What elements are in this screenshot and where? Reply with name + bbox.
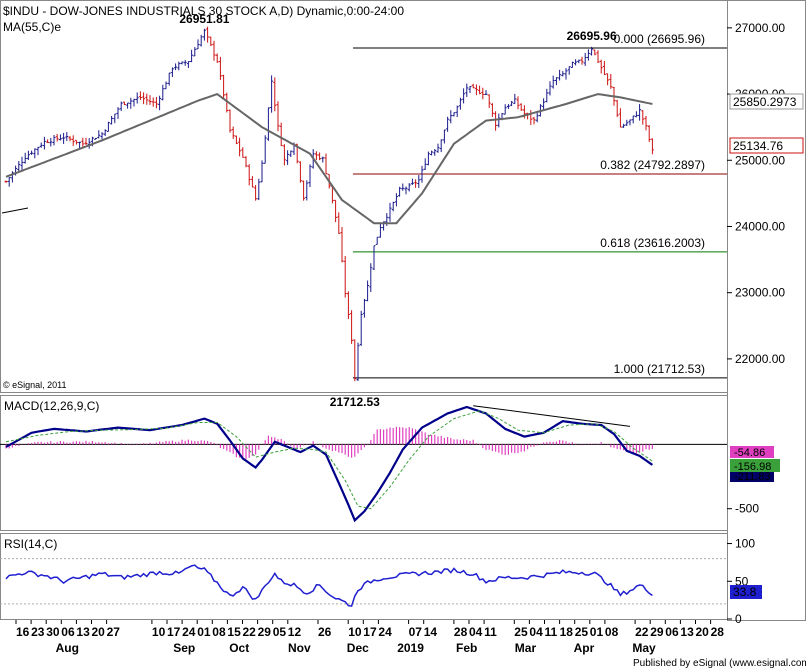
rsi-plot: 100 50 0 [0,537,755,626]
rsi-last-badge: 33.8 [730,585,762,599]
x-day-label: 04 [469,625,483,639]
x-day-label: 17 [363,625,377,639]
price-annotations: 26951.81 21712.53 26695.96 [179,12,617,409]
x-day-label: 25 [514,625,528,639]
price-tick-label: 25000.00 [735,153,785,167]
ma-last-value: 25850.2973 [733,95,797,109]
close-last-value: 25134.76 [733,139,783,153]
price-tick-label: 23000.00 [735,286,785,300]
macd-tick-label: -500 [735,502,759,516]
fib-label: 0.618 (23616.2003) [600,236,705,250]
x-month-label: Nov [288,641,311,655]
x-month-label: Feb [456,641,477,655]
x-month-label: Apr [574,641,595,655]
x-day-label: 29 [258,625,272,639]
x-day-label: 06 [61,625,75,639]
x-day-label: 18 [560,625,574,639]
fib-label: 1.000 (21712.53) [614,362,705,376]
x-day-label: 08 [212,625,226,639]
trendline-stub [1,207,29,214]
price-tick-label: 27000.00 [735,21,785,35]
price-annotation: 26951.81 [179,12,229,26]
chart-title: $INDU - DOW-JONES INDUSTRIALS 30 STOCK A… [3,4,404,18]
macd-series-signal [5,410,653,510]
x-day-label: 20 [92,625,106,639]
rsi-tick-label: 100 [735,537,755,551]
x-day-label: 13 [680,625,694,639]
x-day-label: 13 [76,625,90,639]
price-candles [4,26,654,382]
x-day-label: 22 [243,625,257,639]
rsi-tick-label: 50 [735,574,749,588]
macd-last-badges: -54.86 -211.83 -156.98 [730,446,780,483]
x-day-label: 04 [529,625,543,639]
macd-plot: -500 [0,405,759,523]
rsi-tick-label: 0 [735,612,742,626]
rsi-title: RSI(14,C) [4,537,57,551]
x-day-label: 24 [182,625,196,639]
ma-last-badge: 25850.2973 [729,93,804,110]
x-axis: 16 23 30 06 13 20 27 10 17 24 01 08 15 22 29 05 12 26 10 17… [15,620,725,655]
x-day-label: 22 [635,625,649,639]
x-month-label: 2019 [397,641,424,655]
fibonacci-retracement: 0.000 (26695.96) 0.382 (24792.2897) 0.618 … [353,32,727,379]
fib-label: 0.382 (24792.2897) [600,158,705,172]
x-day-label: 25 [575,625,589,639]
x-day-label: 06 [665,625,679,639]
x-day-label: 15 [227,625,241,639]
fib-label: 0.000 (26695.96) [614,32,705,46]
x-day-label: 27 [107,625,121,639]
close-last-badge: 25134.76 [729,137,804,154]
ma-label: MA(55,C)e [3,20,61,34]
price-annotation: 26695.96 [567,29,617,43]
x-day-label: 28 [711,625,725,639]
macd-title: MACD(12,26,9,C) [4,399,99,413]
macd-divergence-line [473,405,631,427]
x-day-label: 23 [31,625,45,639]
x-day-label: 17 [167,625,181,639]
x-day-label: 16 [16,625,30,639]
x-day-label: 10 [152,625,166,639]
published-credit: Published by eSignal (www.esignal.com) [633,658,806,669]
x-day-label: 10 [348,625,362,639]
x-day-label: 14 [424,625,438,639]
x-month-label: Dec [347,641,369,655]
price-tick-label: 24000.00 [735,219,785,233]
x-day-label: 20 [696,625,710,639]
copyright: © eSignal, 2011 [3,380,67,390]
x-day-label: 26 [318,625,332,639]
x-day-label: 30 [46,625,60,639]
x-month-label: Aug [56,641,79,655]
x-month-label: Sep [173,641,195,655]
x-month-label: Oct [229,641,249,655]
macd-last: -211.83 [734,471,771,483]
x-day-label: 01 [197,625,211,639]
x-day-label: 07 [409,625,423,639]
x-month-label: May [632,641,656,655]
moving-average-line [5,92,653,225]
x-day-label: 11 [484,625,497,639]
x-day-label: 11 [545,625,558,639]
rsi-line [5,564,653,607]
x-day-label: 28 [454,625,468,639]
macd-hist-last: -54.86 [734,447,765,459]
x-day-label: 29 [650,625,664,639]
rsi-last-value: 33.8 [733,585,757,599]
x-day-label: 01 [590,625,604,639]
x-day-label: 24 [378,625,392,639]
x-day-label: 05 [273,625,287,639]
macd-signal-last: -156.98 [734,461,771,473]
price-tick-label: 22000.00 [735,352,785,366]
x-day-label: 08 [605,625,619,639]
x-day-label: 12 [288,625,302,639]
x-month-label: Mar [515,641,537,655]
price-annotation: 21712.53 [330,395,380,409]
